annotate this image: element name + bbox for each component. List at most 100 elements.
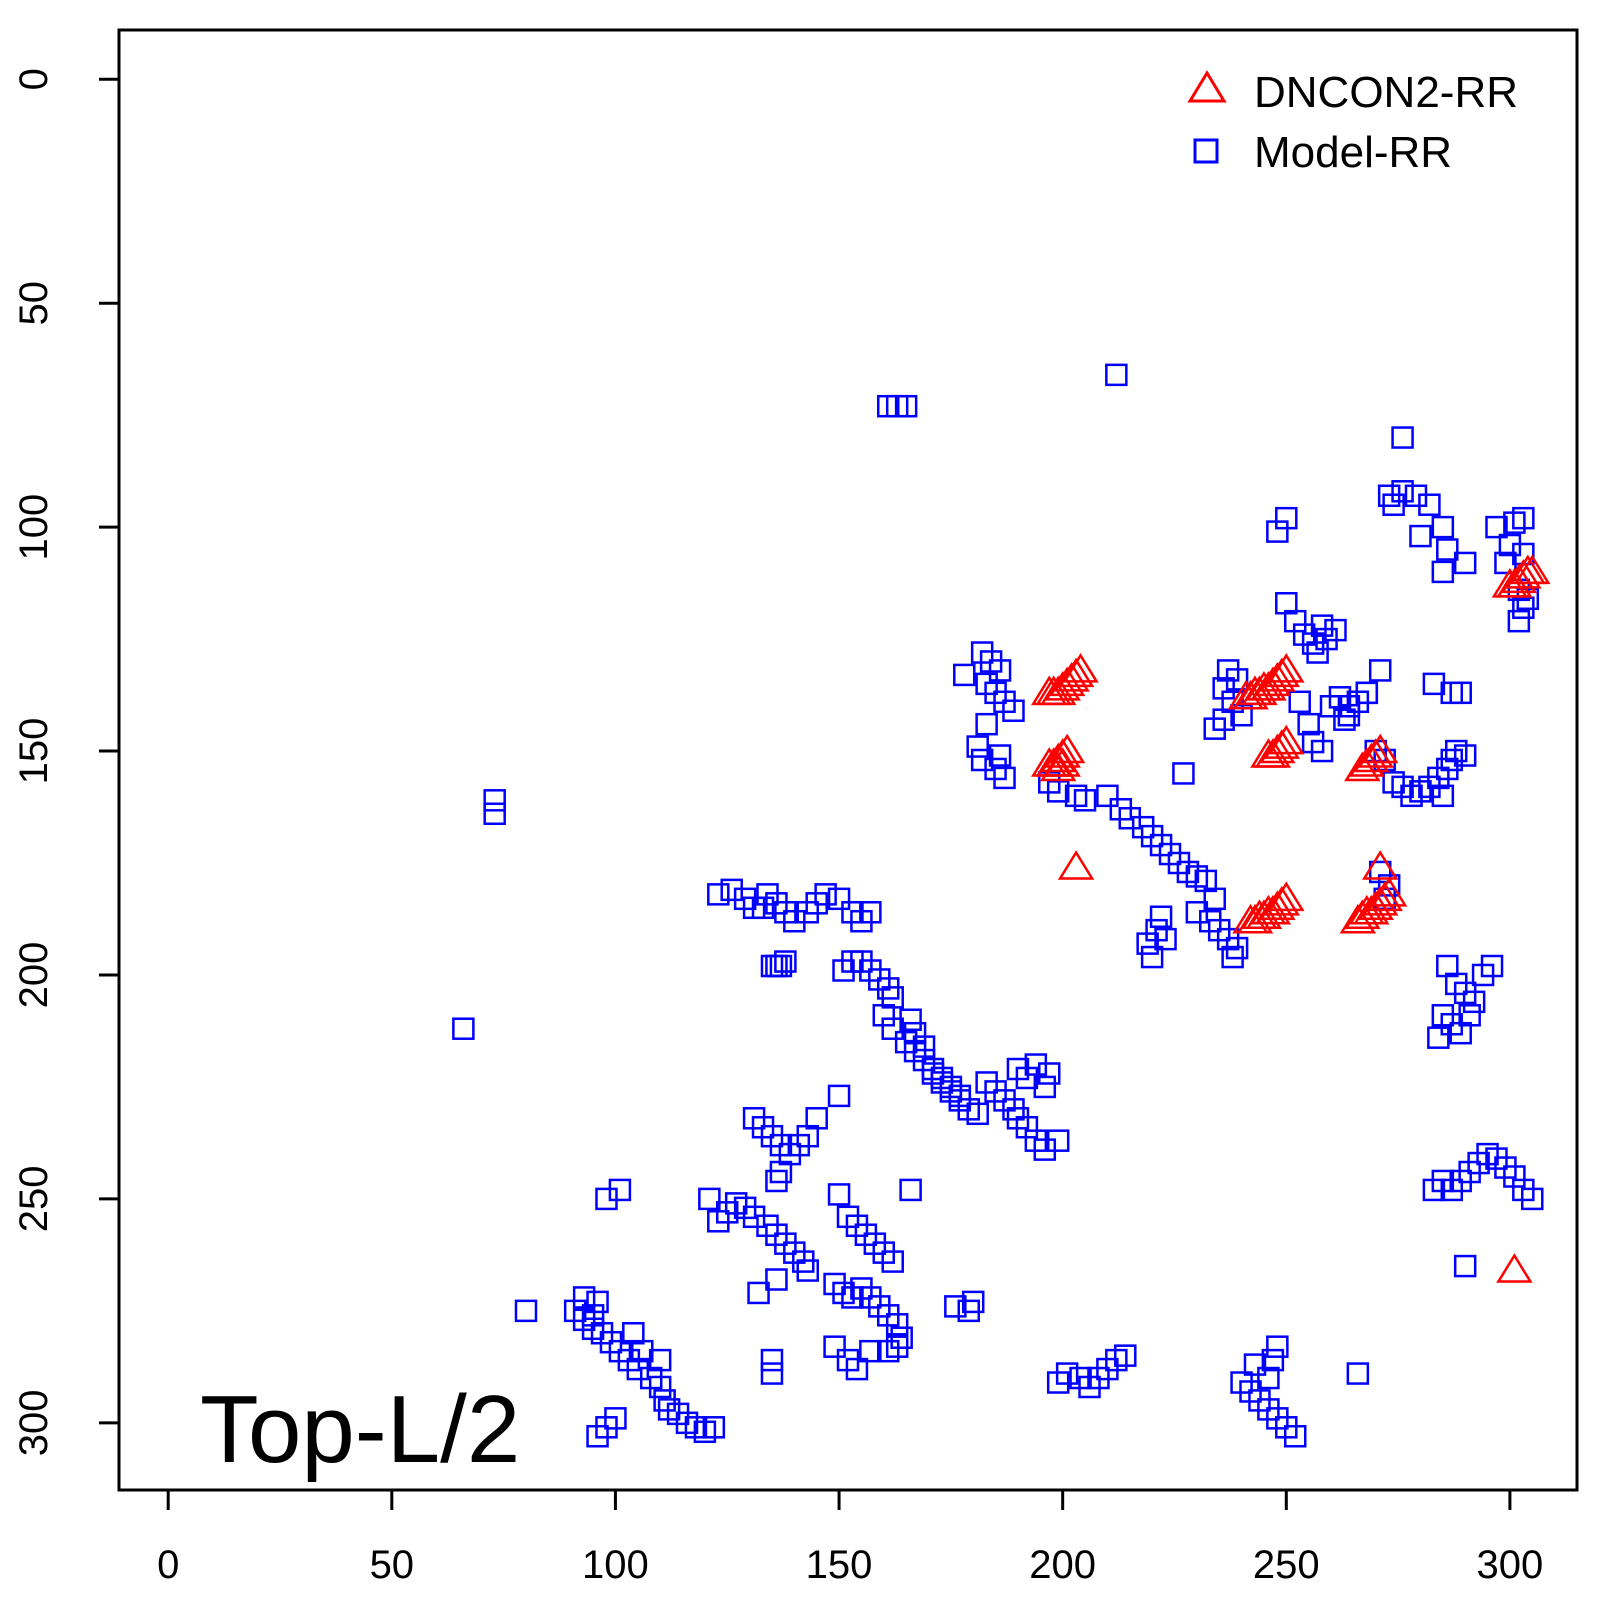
model-rr-point bbox=[1453, 1254, 1477, 1278]
dncon2-rr-point bbox=[1048, 733, 1086, 764]
model-rr-point bbox=[1203, 717, 1226, 740]
x-tick-label: 150 bbox=[806, 1543, 873, 1587]
model-rr-point bbox=[648, 1375, 672, 1399]
model-rr-point bbox=[805, 1107, 828, 1130]
y-tick-label: 250 bbox=[12, 1166, 56, 1233]
model-rr-point bbox=[760, 1348, 784, 1372]
dncon2-rr-point bbox=[1259, 662, 1296, 692]
model-rr-point bbox=[1337, 695, 1361, 718]
dncon2-rr-point bbox=[1361, 850, 1399, 880]
model-rr-point bbox=[702, 1416, 726, 1439]
model-rr-point bbox=[966, 735, 989, 758]
model-rr-point bbox=[859, 1339, 882, 1363]
model-rr-point bbox=[1431, 515, 1455, 539]
model-rr-point bbox=[1266, 520, 1289, 543]
dncon2-rr-point bbox=[1057, 657, 1095, 688]
model-rr-point bbox=[751, 896, 775, 920]
dncon2-rr-point bbox=[1361, 885, 1399, 916]
dncon2-rr-point bbox=[1268, 881, 1305, 912]
dncon2-rr-point bbox=[1259, 890, 1296, 921]
model-rr-point bbox=[796, 1259, 819, 1282]
model-rr-point bbox=[608, 1178, 632, 1202]
model-rr-point bbox=[1422, 672, 1446, 696]
model-rr-point bbox=[1436, 538, 1459, 561]
model-rr-point bbox=[1521, 1187, 1544, 1211]
model-rr-series bbox=[452, 363, 1544, 1448]
model-rr-point bbox=[859, 901, 882, 924]
model-rr-point bbox=[1136, 932, 1159, 955]
model-rr-point bbox=[1297, 712, 1320, 736]
model-rr-point bbox=[765, 1169, 788, 1193]
dncon2-rr-point bbox=[1039, 742, 1077, 773]
x-tick-label: 300 bbox=[1477, 1543, 1544, 1587]
model-rr-point bbox=[1096, 784, 1119, 808]
model-rr-point bbox=[483, 802, 506, 825]
model-rr-point bbox=[827, 1183, 851, 1206]
model-rr-point bbox=[1458, 1004, 1481, 1027]
model-rr-point bbox=[774, 950, 797, 973]
model-rr-point bbox=[698, 1187, 721, 1211]
model-rr-point bbox=[1149, 905, 1173, 928]
model-rr-point bbox=[1377, 874, 1401, 897]
legend-label-model-rr: Model-RR bbox=[1254, 128, 1452, 177]
model-rr-point bbox=[1409, 524, 1432, 548]
model-rr-point bbox=[1288, 690, 1311, 714]
dncon2-rr-point bbox=[1357, 738, 1394, 768]
model-rr-point bbox=[1154, 927, 1177, 951]
model-rr-point bbox=[814, 883, 837, 906]
model-rr-point bbox=[899, 1178, 922, 1202]
dncon2-rr-point bbox=[1366, 881, 1403, 912]
model-rr-point bbox=[953, 663, 976, 687]
model-rr-point bbox=[1346, 1362, 1370, 1385]
dncon2-rr-point bbox=[1370, 876, 1408, 907]
model-rr-point bbox=[1203, 887, 1226, 911]
model-rr-point bbox=[1512, 506, 1535, 530]
y-tick-label: 0 bbox=[12, 68, 56, 90]
model-rr-point bbox=[707, 883, 730, 906]
dncon2-rr-point bbox=[1044, 738, 1081, 768]
model-rr-point bbox=[845, 1357, 869, 1381]
model-rr-point bbox=[1073, 789, 1097, 812]
panel-label: Top-L/2 bbox=[200, 1376, 520, 1483]
model-rr-point bbox=[747, 1281, 770, 1305]
model-rr-point bbox=[1449, 681, 1472, 705]
model-rr-point bbox=[993, 766, 1016, 790]
model-rr-point bbox=[1306, 641, 1329, 664]
model-rr-point bbox=[1230, 703, 1253, 727]
y-axis: 0 50 100 150 200 250 300 bbox=[12, 68, 121, 1456]
model-rr-point bbox=[1172, 762, 1195, 785]
model-rr-point bbox=[1368, 659, 1392, 682]
y-tick-label: 100 bbox=[12, 494, 56, 561]
legend-label-dncon2-rr: DNCON2-RR bbox=[1254, 68, 1518, 117]
y-tick-label: 150 bbox=[12, 718, 56, 785]
model-rr-point bbox=[1261, 1348, 1285, 1372]
dncon2-rr-point bbox=[1263, 885, 1301, 916]
x-tick-label: 250 bbox=[1253, 1543, 1320, 1587]
dncon2-rr-point bbox=[1505, 558, 1542, 589]
dncon2-rr-point bbox=[1500, 563, 1538, 594]
model-rr-point bbox=[452, 1017, 475, 1040]
x-tick-label: 100 bbox=[582, 1543, 649, 1587]
dncon2-rr-point bbox=[1053, 662, 1090, 692]
model-rr-point bbox=[1257, 1366, 1280, 1390]
model-rr-point bbox=[1355, 681, 1379, 705]
model-rr-point bbox=[944, 1295, 967, 1318]
model-rr-point bbox=[581, 1304, 605, 1327]
model-rr-point bbox=[899, 1008, 922, 1032]
dncon2-rr-series bbox=[1031, 554, 1551, 1283]
model-rr-point bbox=[760, 1362, 784, 1385]
model-rr-point bbox=[881, 1250, 904, 1273]
model-rr-point bbox=[912, 1035, 936, 1058]
model-rr-point bbox=[1221, 945, 1244, 969]
model-rr-point bbox=[894, 394, 918, 418]
model-rr-point bbox=[1243, 1353, 1267, 1376]
model-rr-point bbox=[877, 1339, 900, 1363]
model-rr-point bbox=[1431, 784, 1455, 808]
model-rr-point bbox=[1324, 618, 1347, 642]
model-rr-point bbox=[1453, 744, 1477, 767]
dncon2-rr-point bbox=[1057, 850, 1095, 880]
model-rr-point bbox=[1140, 945, 1164, 969]
model-rr-point bbox=[988, 659, 1012, 682]
dncon2-rr-point bbox=[1268, 724, 1305, 755]
